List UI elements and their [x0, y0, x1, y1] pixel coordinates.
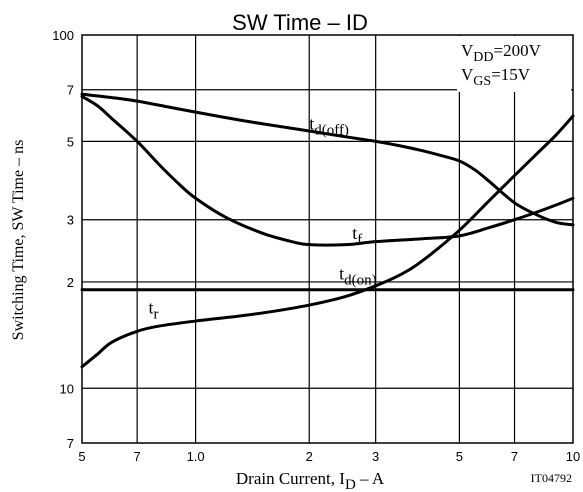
y-axis-ticks: 7 10 2 3 5 7 100 — [52, 28, 74, 451]
series-label-t-d-off: td(off) — [309, 114, 349, 139]
series-line-t-f — [80, 94, 575, 247]
x-tick-label-5: 5 — [456, 449, 463, 464]
grid-lines — [82, 35, 573, 443]
x-tick-label-0-5: 5 — [78, 449, 85, 464]
x-tick-label-7: 7 — [511, 449, 518, 464]
x-tick-label-0-7: 7 — [134, 449, 141, 464]
series-label-t-f: tf — [352, 223, 362, 248]
x-tick-label-3: 3 — [372, 449, 379, 464]
x-tick-label-10: 10 — [566, 449, 580, 464]
series-label-t-d-on: td(on) — [339, 264, 377, 289]
x-tick-label-2: 2 — [306, 449, 313, 464]
plot-frame — [81, 34, 574, 444]
series-line-t-d-off — [80, 92, 575, 227]
chart-title: SW Time – ID — [232, 10, 368, 35]
y-tick-label-10: 10 — [60, 381, 74, 396]
condition-vgs: VGS=15V — [461, 65, 531, 89]
series-lines — [80, 92, 575, 369]
test-conditions: VDD=200V VGS=15V — [457, 36, 571, 92]
x-axis-ticks: 5 7 1.0 2 3 5 7 10 — [78, 449, 580, 464]
condition-vdd: VDD=200V — [461, 41, 542, 65]
y-tick-label-50: 5 — [67, 134, 74, 149]
series-labels: td(off) tf td(on) tr — [148, 114, 376, 323]
y-tick-label-20: 2 — [67, 275, 74, 290]
x-axis-label: Drain Current, ID – A — [236, 469, 385, 492]
y-tick-label-7: 7 — [67, 436, 74, 451]
figure-id: IT04792 — [531, 471, 572, 485]
series-label-t-r: tr — [148, 297, 158, 322]
conditions-box — [457, 36, 571, 92]
y-tick-label-30: 3 — [67, 213, 74, 228]
series-line-t-r — [80, 114, 575, 369]
y-tick-label-100: 100 — [52, 28, 74, 43]
x-tick-label-1: 1.0 — [187, 449, 205, 464]
y-tick-label-70: 7 — [67, 83, 74, 98]
y-axis-label: Switching Time, SW Time – ns — [10, 140, 27, 341]
